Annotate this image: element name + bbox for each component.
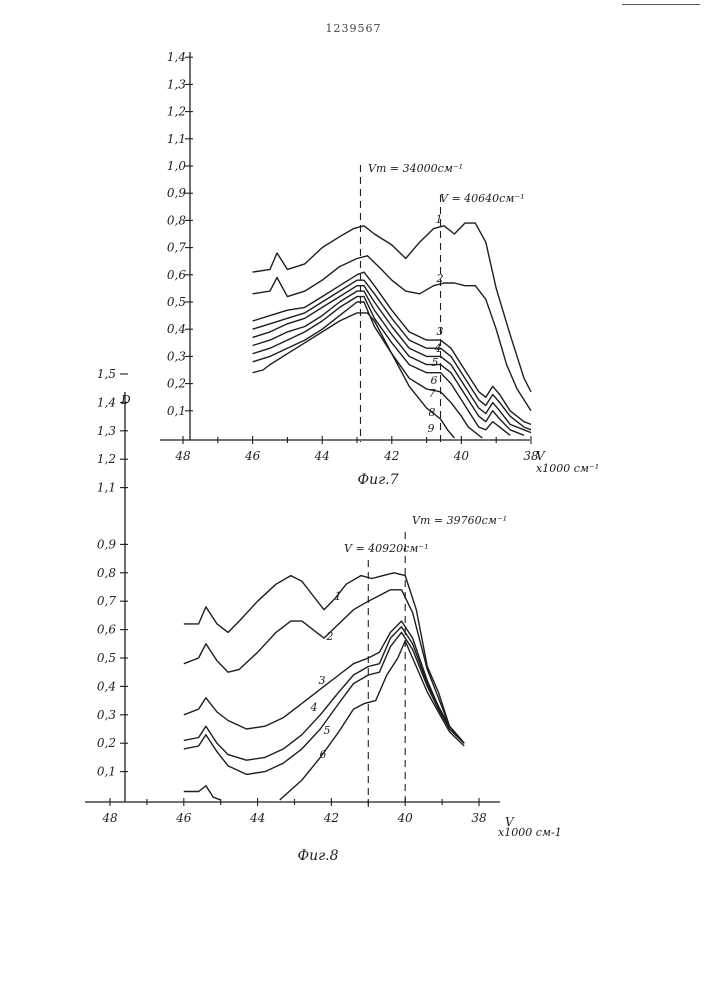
x-tick-label: 48 bbox=[101, 811, 118, 825]
series-line-2 bbox=[183, 589, 465, 744]
y-tick-label: 0,5 bbox=[167, 295, 186, 309]
series-label: 2 bbox=[326, 630, 334, 643]
figure-caption: Фиг.7 bbox=[357, 472, 398, 488]
series-line-4 bbox=[252, 279, 532, 431]
y-tick-label: 1,4 bbox=[167, 50, 186, 64]
y-tick-label: 0,4 bbox=[97, 679, 116, 693]
series-label: 4 bbox=[434, 342, 442, 355]
x-tick-label: 42 bbox=[323, 811, 339, 825]
y-tick-label: 0,2 bbox=[97, 736, 116, 750]
marker-label: Vm = 39760см⁻¹ bbox=[412, 514, 507, 527]
y-tick-label: 0,8 bbox=[97, 566, 116, 580]
y-axis-label: D bbox=[120, 393, 131, 407]
marker-label: V = 40920см⁻¹ bbox=[344, 542, 429, 555]
y-tick-label: 1,2 bbox=[97, 452, 116, 466]
y-tick-label: 0,7 bbox=[167, 241, 186, 255]
x-tick-label: 48 bbox=[174, 449, 191, 463]
series-label: 2 bbox=[436, 272, 444, 285]
series-line-6 bbox=[279, 640, 465, 801]
series-line-8 bbox=[252, 301, 483, 439]
y-tick-label: 1,5 bbox=[97, 367, 116, 381]
x-tick-label: 40 bbox=[453, 449, 470, 463]
y-tick-label: 0,1 bbox=[97, 765, 116, 779]
figure-7: 48 46 44 42 40 380,10,20,30,40,50,60,70,80,91… bbox=[160, 50, 599, 488]
series-line-7 bbox=[252, 295, 511, 436]
y-tick-label: 0,4 bbox=[167, 322, 186, 336]
y-tick-label: 0,3 bbox=[97, 708, 116, 722]
y-tick-label: 0,1 bbox=[167, 404, 186, 418]
series-label: 3 bbox=[319, 674, 326, 687]
y-tick-label: 1,0 bbox=[167, 159, 186, 173]
marker-label: V = 40640см⁻¹ bbox=[440, 192, 525, 205]
series-label: 4 bbox=[310, 701, 318, 714]
y-tick-label: 0,3 bbox=[167, 349, 186, 363]
series-line-1 bbox=[252, 222, 532, 393]
x-tick-label: 44 bbox=[249, 811, 265, 825]
series-label: 5 bbox=[324, 724, 331, 737]
series-line-5 bbox=[183, 631, 465, 776]
x-axis-label: V bbox=[505, 815, 515, 829]
series-label: 5 bbox=[432, 356, 439, 369]
series-label: 1 bbox=[436, 213, 443, 226]
y-tick-label: 0,2 bbox=[167, 377, 186, 391]
series-line-1 bbox=[183, 572, 465, 744]
figure-caption: Фиг.8 bbox=[297, 848, 338, 864]
y-tick-label: 1,3 bbox=[167, 77, 186, 91]
page-number: 1239567 bbox=[325, 22, 382, 35]
x-tick-label: 38 bbox=[471, 811, 487, 825]
y-tick-label: 1,4 bbox=[97, 395, 116, 409]
y-tick-label: 0,6 bbox=[167, 268, 186, 282]
y-tick-label: 0,8 bbox=[167, 213, 186, 227]
y-tick-label: 0,9 bbox=[97, 537, 116, 551]
x-tick-label: 42 bbox=[383, 449, 399, 463]
series-label: 9 bbox=[428, 422, 435, 435]
x-axis-label: V bbox=[536, 449, 546, 463]
series-line-4 bbox=[183, 626, 465, 761]
series-line-6 bbox=[252, 290, 525, 436]
y-tick-label: 1,1 bbox=[97, 481, 116, 495]
y-tick-label: 1,3 bbox=[97, 424, 116, 438]
series-line-3 bbox=[183, 620, 465, 744]
x-tick-label: 44 bbox=[314, 449, 330, 463]
y-tick-label: 0,6 bbox=[97, 623, 116, 637]
x-tick-label: 46 bbox=[175, 811, 192, 825]
series-label: 3 bbox=[437, 325, 444, 338]
x-tick-label: 38 bbox=[523, 449, 539, 463]
series-label: 1 bbox=[335, 590, 342, 603]
y-tick-label: 1,2 bbox=[167, 105, 186, 119]
figure-8: 48 46 44 42 40 380,10,20,30,40,50,60,70,80,91… bbox=[85, 367, 562, 864]
x-axis-unit: x1000 см-1 bbox=[498, 826, 562, 839]
top-rule bbox=[622, 4, 700, 5]
y-tick-label: 0,5 bbox=[97, 651, 116, 665]
x-axis-unit: x1000 см⁻¹ bbox=[536, 462, 599, 475]
x-tick-label: 40 bbox=[397, 811, 414, 825]
y-tick-label: 0,9 bbox=[167, 186, 186, 200]
series-label: 7 bbox=[429, 387, 436, 400]
series-line-5 bbox=[252, 285, 532, 434]
series-line-6 bbox=[183, 785, 221, 801]
series-line-3 bbox=[252, 271, 532, 426]
y-tick-label: 1,1 bbox=[167, 132, 186, 146]
marker-label: Vm = 34000см⁻¹ bbox=[368, 162, 463, 175]
x-tick-label: 46 bbox=[244, 449, 261, 463]
y-tick-label: 0,7 bbox=[97, 594, 116, 608]
series-line-2 bbox=[252, 255, 532, 412]
series-line-9 bbox=[252, 312, 455, 439]
series-label: 6 bbox=[431, 374, 438, 387]
